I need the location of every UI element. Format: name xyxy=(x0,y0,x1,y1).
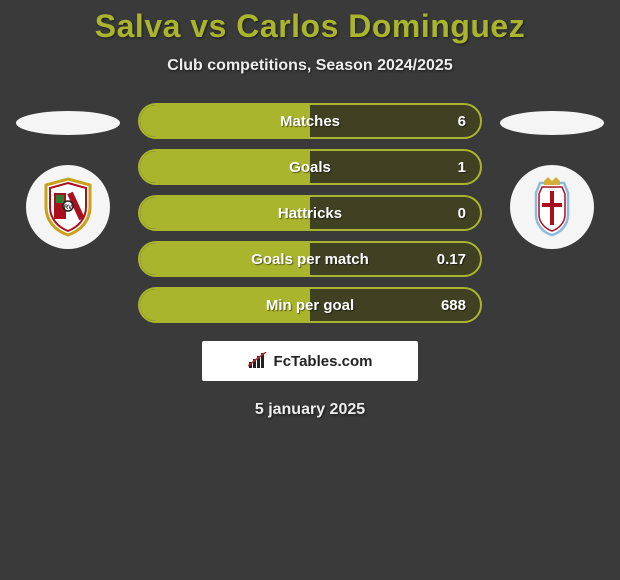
stat-value: 0 xyxy=(458,205,466,222)
subtitle: Club competitions, Season 2024/2025 xyxy=(0,57,620,75)
comparison-main: RV Matches 6 Goals 1 Hattricks 0 xyxy=(0,103,620,323)
right-club-crest xyxy=(510,165,594,249)
stat-label: Goals per match xyxy=(251,251,369,268)
stat-row: Hattricks 0 xyxy=(138,195,482,231)
left-side: RV xyxy=(16,103,120,249)
footer-brand-text: FcTables.com xyxy=(274,353,373,370)
stat-row: Min per goal 688 xyxy=(138,287,482,323)
right-ellipse-placeholder xyxy=(500,111,604,135)
stat-value: 6 xyxy=(458,113,466,130)
footer-date: 5 january 2025 xyxy=(0,401,620,419)
right-side xyxy=(500,103,604,249)
stat-fill xyxy=(140,151,310,183)
stat-label: Hattricks xyxy=(278,205,342,222)
stat-label: Goals xyxy=(289,159,331,176)
left-club-crest: RV xyxy=(26,165,110,249)
stat-value: 688 xyxy=(441,297,466,314)
footer-brand-box[interactable]: FcTables.com xyxy=(202,341,418,381)
page-title: Salva vs Carlos Dominguez xyxy=(0,8,620,45)
stat-row: Goals per match 0.17 xyxy=(138,241,482,277)
stat-label: Min per goal xyxy=(266,297,354,314)
stats-rows: Matches 6 Goals 1 Hattricks 0 Goals per … xyxy=(138,103,482,323)
stat-value: 1 xyxy=(458,159,466,176)
stat-label: Matches xyxy=(280,113,340,130)
stat-row: Matches 6 xyxy=(138,103,482,139)
stat-value: 0.17 xyxy=(437,251,466,268)
svg-text:RV: RV xyxy=(64,205,72,211)
left-ellipse-placeholder xyxy=(16,111,120,135)
chart-icon xyxy=(248,352,268,370)
stat-row: Goals 1 xyxy=(138,149,482,185)
